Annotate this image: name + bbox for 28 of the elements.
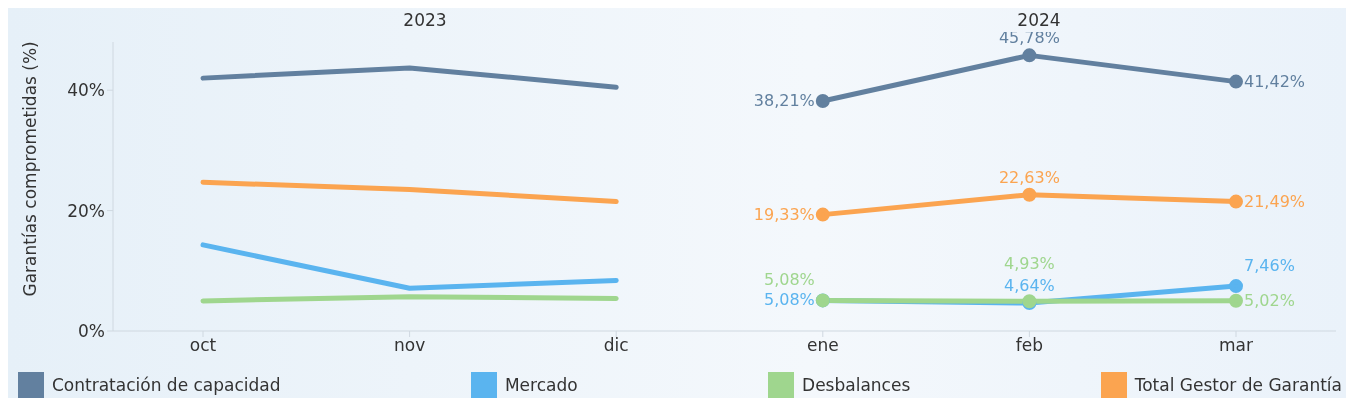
x-tick-label: feb (1015, 335, 1044, 356)
text: 2024 (1016, 10, 1062, 30)
data-label: 38,21% (753, 90, 815, 110)
data-label: 5,08% (763, 290, 815, 310)
data-label: 45,78% (998, 28, 1060, 48)
x-tick-label: nov (393, 335, 426, 356)
x-tick-label: ene (806, 335, 839, 356)
text: 2023 (402, 10, 448, 30)
y-tick-label: 20% (67, 200, 105, 221)
data-label: 22,63% (998, 167, 1060, 187)
legend-label: Total Gestor de Garantía (1134, 375, 1342, 395)
x-tick-label: oct (189, 335, 217, 356)
legend-label: Mercado (504, 375, 578, 395)
data-label: 5,08% (763, 270, 815, 290)
legend-label: Contratación de capacidad (52, 375, 281, 395)
data-label: 41,42% (1244, 71, 1306, 91)
legend-label: Desbalances (802, 375, 911, 395)
y-tick-label: 0% (78, 321, 105, 342)
x-tick-label: dic (603, 335, 629, 356)
data-label: 7,46% (1244, 256, 1295, 276)
data-label: 19,33% (753, 204, 815, 224)
data-label: 21,49% (1244, 191, 1306, 211)
x-tick-label: mar (1219, 335, 1253, 356)
data-label: 5,02% (1244, 290, 1295, 310)
y-axis-title: Garantías comprometidas (%) (20, 41, 41, 297)
data-label: 4,93% (1003, 254, 1055, 274)
data-label: 4,64% (1003, 276, 1055, 296)
y-tick-label: 40% (67, 80, 105, 101)
